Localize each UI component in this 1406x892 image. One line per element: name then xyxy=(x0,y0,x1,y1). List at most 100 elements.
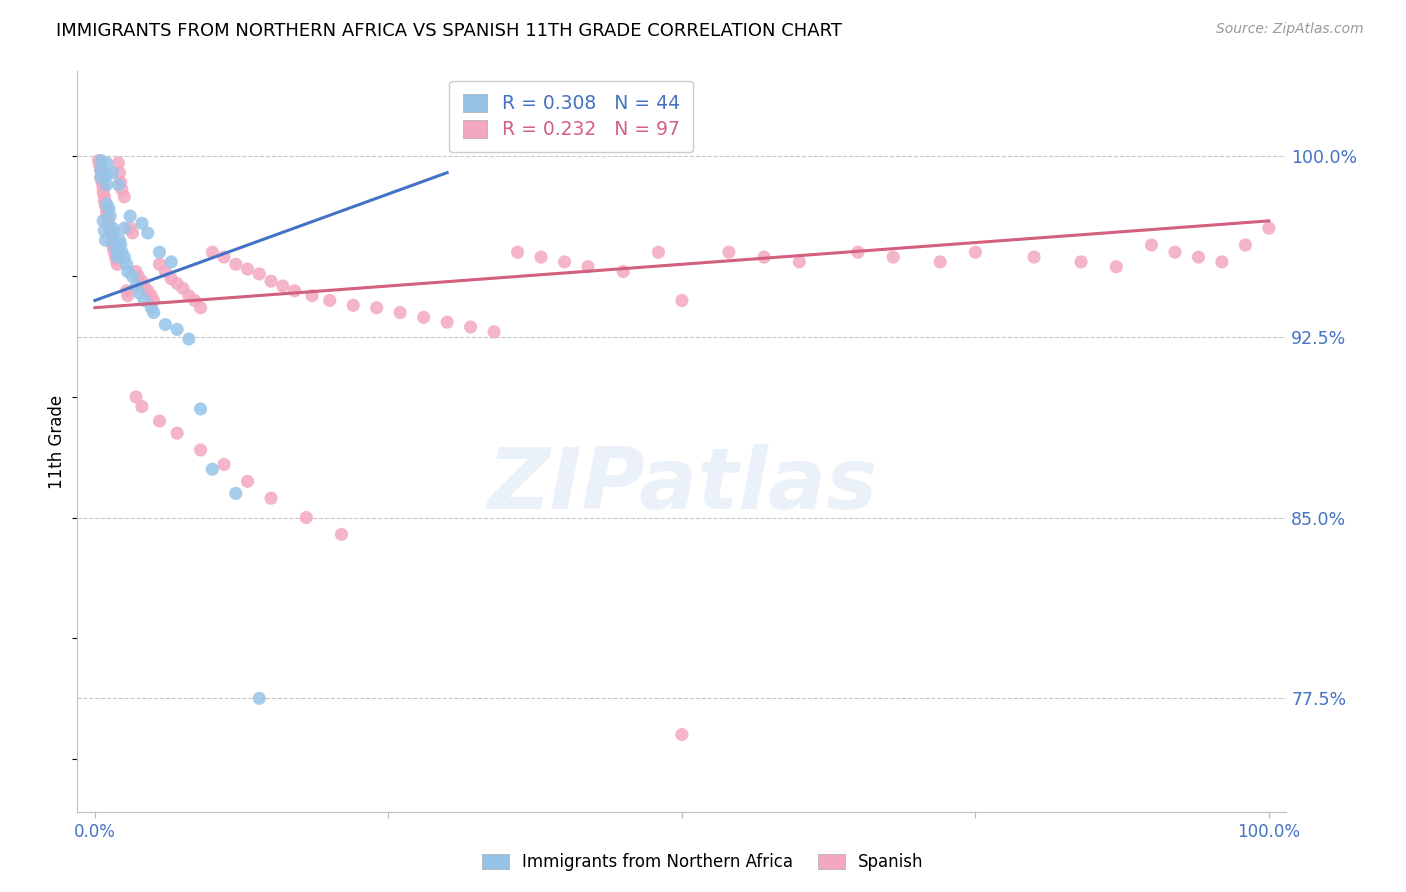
Point xyxy=(148,245,170,260)
Point xyxy=(131,400,153,414)
Point xyxy=(94,199,117,213)
Point xyxy=(136,284,159,298)
Point xyxy=(93,194,115,209)
Point xyxy=(787,255,810,269)
Point xyxy=(148,257,170,271)
Point xyxy=(121,269,143,284)
Text: ZIPatlas: ZIPatlas xyxy=(486,444,877,527)
Point xyxy=(141,288,163,302)
Point xyxy=(482,325,505,339)
Point xyxy=(91,180,114,194)
Point xyxy=(89,158,111,172)
Point xyxy=(117,288,139,302)
Point xyxy=(846,245,869,260)
Point xyxy=(1070,255,1092,269)
Point xyxy=(247,691,270,706)
Point xyxy=(87,153,110,168)
Text: 0.0%: 0.0% xyxy=(75,822,115,841)
Point xyxy=(201,462,224,476)
Point xyxy=(101,221,124,235)
Point xyxy=(671,293,693,308)
Point xyxy=(117,264,139,278)
Point xyxy=(172,281,194,295)
Point xyxy=(671,727,693,741)
Point xyxy=(330,527,353,541)
Point xyxy=(94,233,117,247)
Point xyxy=(91,185,114,199)
Point xyxy=(1257,221,1279,235)
Point xyxy=(201,245,224,260)
Point xyxy=(1140,238,1163,252)
Legend: R = 0.308   N = 44, R = 0.232   N = 97: R = 0.308 N = 44, R = 0.232 N = 97 xyxy=(450,81,693,153)
Point xyxy=(134,279,156,293)
Point xyxy=(98,219,121,233)
Point xyxy=(212,250,235,264)
Point xyxy=(301,288,323,302)
Point xyxy=(436,315,458,329)
Point xyxy=(183,293,205,308)
Point xyxy=(225,257,247,271)
Point xyxy=(125,390,148,404)
Point xyxy=(752,250,775,264)
Point xyxy=(1211,255,1233,269)
Point xyxy=(141,301,163,315)
Text: 100.0%: 100.0% xyxy=(1237,822,1301,841)
Point xyxy=(105,252,128,267)
Point xyxy=(96,204,118,219)
Point xyxy=(965,245,987,260)
Point xyxy=(506,245,529,260)
Point xyxy=(212,458,235,472)
Point xyxy=(105,250,128,264)
Point xyxy=(112,190,135,204)
Point xyxy=(101,233,124,247)
Point xyxy=(93,190,115,204)
Point xyxy=(142,293,165,308)
Point xyxy=(121,226,143,240)
Point xyxy=(225,486,247,500)
Point xyxy=(103,243,125,257)
Point xyxy=(260,274,283,288)
Point xyxy=(295,510,318,524)
Point xyxy=(1022,250,1045,264)
Point xyxy=(103,226,125,240)
Point xyxy=(134,293,156,308)
Point xyxy=(98,209,121,223)
Point xyxy=(107,178,129,192)
Point xyxy=(105,243,128,257)
Point xyxy=(576,260,599,274)
Point xyxy=(136,226,159,240)
Point xyxy=(100,228,122,243)
Point xyxy=(160,255,183,269)
Point xyxy=(342,298,364,312)
Point xyxy=(1105,260,1128,274)
Point xyxy=(148,414,170,428)
Point xyxy=(882,250,904,264)
Point xyxy=(283,284,305,298)
Point xyxy=(190,442,212,457)
Point xyxy=(120,221,142,235)
Point xyxy=(366,301,388,315)
Point xyxy=(111,182,134,196)
Point xyxy=(155,318,177,332)
Point xyxy=(110,238,132,252)
Point xyxy=(96,178,118,192)
Point xyxy=(929,255,952,269)
Point xyxy=(90,170,112,185)
Point xyxy=(260,491,283,506)
Point xyxy=(389,305,412,319)
Point xyxy=(247,267,270,281)
Point xyxy=(166,322,188,336)
Point xyxy=(93,223,115,237)
Point xyxy=(155,264,177,278)
Point xyxy=(107,156,129,170)
Point xyxy=(236,475,259,489)
Point xyxy=(91,214,114,228)
Point xyxy=(177,332,200,346)
Point xyxy=(1164,245,1187,260)
Point xyxy=(460,320,482,334)
Point xyxy=(120,209,142,223)
Point xyxy=(108,166,131,180)
Point xyxy=(104,235,127,250)
Point xyxy=(90,170,112,185)
Point xyxy=(125,279,148,293)
